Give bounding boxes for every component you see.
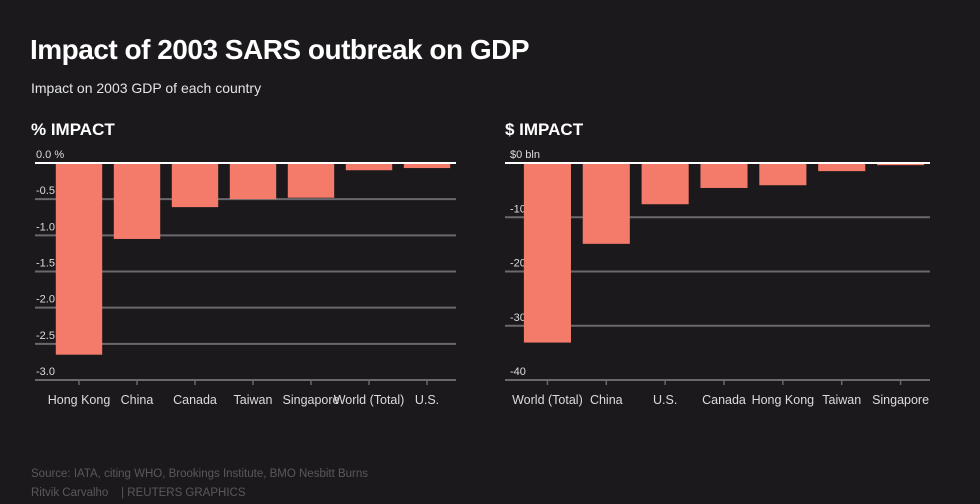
usd-bar-singapore: [877, 163, 925, 166]
pct-y-tick-label: -2.0: [36, 294, 55, 306]
credit-note: Ritvik Carvalho | REUTERS GRAPHICS: [31, 487, 246, 499]
usd-y-tick-label: -10: [510, 203, 526, 215]
pct-x-tick-label: Singapore: [283, 393, 340, 407]
panel-title-percent: % IMPACT: [31, 120, 115, 139]
pct-bar-world-total: [345, 163, 393, 171]
pct-x-tick-label: Canada: [173, 393, 217, 407]
usd-x-tick-label: Taiwan: [822, 393, 861, 407]
pct-bar-singapore: [287, 163, 335, 198]
usd-y-tick-label: -40: [510, 366, 526, 378]
source-note: Source: IATA, citing WHO, Brookings Inst…: [31, 468, 369, 480]
pct-x-tick-label: China: [121, 393, 154, 407]
usd-x-tick-label: China: [590, 393, 623, 407]
pct-y-tick-label: -2.5: [36, 330, 55, 342]
usd-x-tick-label: World (Total): [512, 393, 583, 407]
usd-x-tick-label: Hong Kong: [752, 393, 815, 407]
usd-bar-taiwan: [818, 163, 866, 172]
usd-bar-china: [582, 163, 630, 244]
pct-x-tick-label: World (Total): [334, 393, 405, 407]
chart-subtitle: Impact on 2003 GDP of each country: [31, 80, 262, 96]
usd-bar-canada: [700, 163, 748, 188]
usd-x-tick-label: U.S.: [653, 393, 677, 407]
usd-bar-world-total: [523, 163, 571, 343]
pct-x-tick-label: U.S.: [415, 393, 439, 407]
pct-x-tick-label: Hong Kong: [48, 393, 111, 407]
pct-x-tick-label: Taiwan: [234, 393, 273, 407]
pct-bar-china: [113, 163, 161, 239]
usd-y-tick-label: -30: [510, 312, 526, 324]
usd-y-tick-label: -20: [510, 258, 526, 270]
usd-x-tick-label: Canada: [702, 393, 746, 407]
pct-bar-hong-kong: [55, 163, 103, 355]
panel-title-dollar: $ IMPACT: [505, 120, 584, 139]
pct-bar-taiwan: [229, 163, 277, 200]
usd-y-tick-label: $0 bln: [510, 149, 540, 161]
pct-y-tick-label: -3.0: [36, 366, 55, 378]
pct-y-tick-label: -1.0: [36, 221, 55, 233]
usd-bar-hong-kong: [759, 163, 807, 186]
pct-y-tick-label: 0.0 %: [36, 149, 64, 161]
pct-y-tick-label: -0.5: [36, 185, 55, 197]
chart-title: Impact of 2003 SARS outbreak on GDP: [30, 34, 530, 65]
usd-bar-u-s: [641, 163, 689, 205]
pct-y-tick-label: -1.5: [36, 258, 55, 270]
usd-x-tick-label: Singapore: [872, 393, 929, 407]
pct-bar-u-s: [403, 163, 451, 169]
pct-bar-canada: [171, 163, 219, 208]
